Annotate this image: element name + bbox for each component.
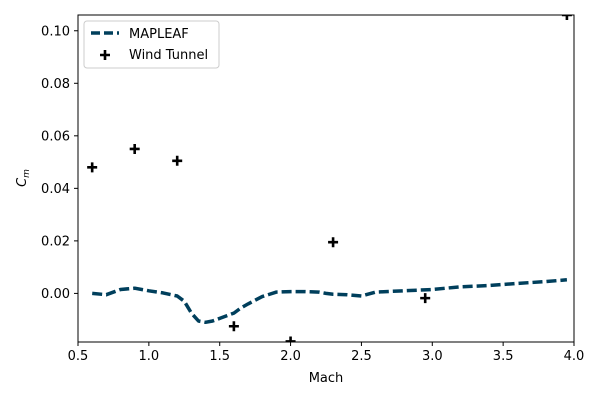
x-axis-ticks: 0.5 1.0 1.5 2.0 2.5 3.0 3.5 4.0: [68, 342, 585, 364]
y-axis-label: Cm: [15, 169, 32, 187]
x-tick-label: 0.5: [68, 349, 89, 364]
legend-label-mapleaf: MAPLEAF: [129, 27, 189, 42]
data-point-wind-tunnel: [420, 293, 431, 304]
x-tick-label: 3.0: [422, 349, 443, 364]
data-point-wind-tunnel: [87, 162, 98, 173]
data-point-wind-tunnel: [172, 155, 183, 166]
y-tick-label: 0.08: [41, 77, 70, 92]
x-tick-label: 3.5: [493, 349, 514, 364]
legend-label-wind-tunnel: Wind Tunnel: [129, 48, 208, 63]
data-point-wind-tunnel: [129, 143, 140, 154]
y-tick-label: 0.10: [41, 24, 70, 39]
legend: MAPLEAF Wind Tunnel: [83, 20, 220, 69]
series-layer: [87, 15, 572, 342]
y-axis-label-main: C: [15, 177, 30, 187]
y-axis-ticks: 0.00 0.02 0.04 0.06 0.08 0.10: [41, 24, 78, 302]
data-point-wind-tunnel: [285, 336, 296, 342]
x-axis-label: Mach: [309, 371, 344, 386]
y-tick-label: 0.02: [41, 234, 70, 249]
y-tick-label: 0.04: [41, 182, 70, 197]
legend-marker-wind-tunnel: [100, 50, 110, 60]
x-tick-label: 1.5: [209, 349, 230, 364]
y-tick-label: 0.06: [41, 129, 70, 144]
data-point-wind-tunnel: [328, 237, 339, 248]
series-line-mapleaf: [92, 278, 568, 325]
x-tick-label: 2.0: [280, 349, 301, 364]
plot-area: 0.5 1.0 1.5 2.0 2.5 3.0 3.5 4.0 0.000.020.040.0…: [41, 14, 585, 364]
y-axis-label-subscript: m: [22, 169, 32, 178]
x-tick-label: 1.0: [139, 349, 160, 364]
x-tick-label: 4.0: [564, 349, 585, 364]
y-tick-label: 0.00: [41, 287, 70, 302]
x-tick-label: 2.5: [351, 349, 372, 364]
axes-frame: [77, 14, 575, 343]
data-point-wind-tunnel: [228, 321, 239, 332]
data-point-wind-tunnel: [561, 15, 572, 20]
